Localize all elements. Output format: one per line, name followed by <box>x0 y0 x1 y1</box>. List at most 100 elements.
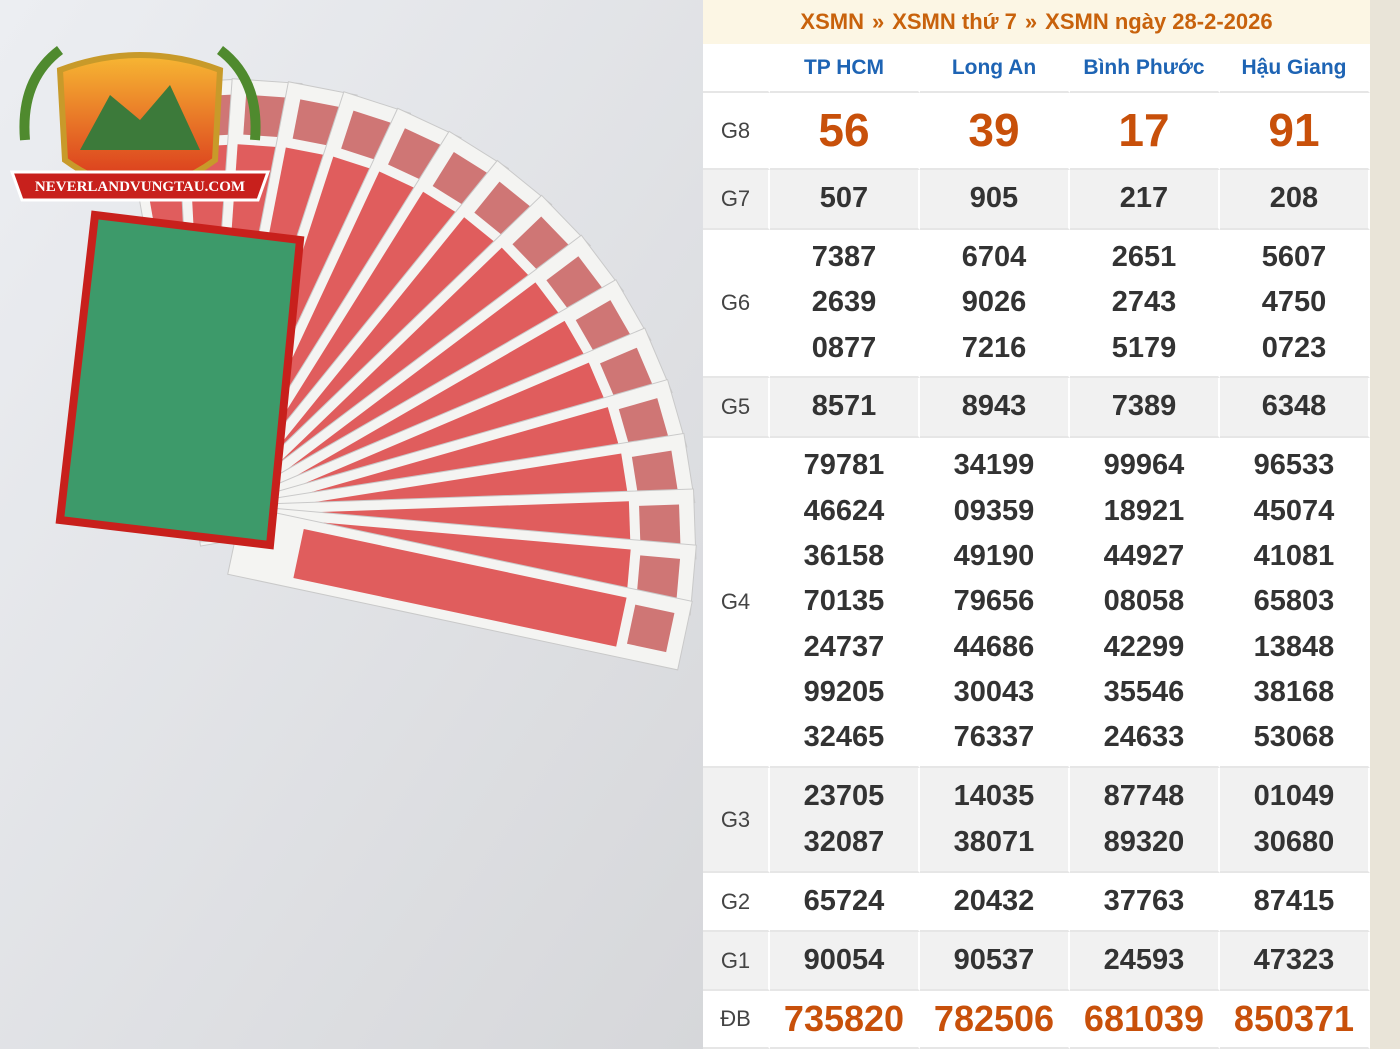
prize-label: ĐB <box>703 991 770 1049</box>
breadcrumb: XSMN » XSMN thứ 7 » XSMN ngày 28-2-2026 <box>703 0 1370 44</box>
result-cell: 34199 09359 49190 79656 44686 30043 76337 <box>920 438 1070 768</box>
result-number: 38168 <box>1253 675 1335 708</box>
prize-row: G2 65724 20432 37763 87415 <box>703 873 1370 932</box>
result-cell: 99964 18921 44927 08058 42299 35546 24633 <box>1070 438 1220 768</box>
result-number: 782506 <box>933 998 1055 1040</box>
province-header[interactable]: Bình Phước <box>1070 44 1220 93</box>
result-cell: 47323 <box>1220 932 1370 991</box>
ticket-qr <box>639 504 681 546</box>
result-number: 99205 <box>803 675 885 708</box>
prize-label: G2 <box>703 873 770 932</box>
result-cell: 01049 30680 <box>1220 768 1370 873</box>
result-number: 89320 <box>1103 825 1185 858</box>
logo-mountain <box>80 85 200 150</box>
result-number: 20432 <box>953 884 1035 917</box>
prize-label: G8 <box>703 93 770 170</box>
ticket-qr <box>636 555 681 599</box>
header-row: TP HCM Long An Bình Phước Hậu Giang <box>703 44 1370 93</box>
result-number: 217 <box>1119 182 1169 215</box>
result-number: 24593 <box>1103 943 1185 976</box>
result-number: 53068 <box>1253 721 1335 754</box>
province-header[interactable]: Long An <box>920 44 1070 93</box>
result-number: 32465 <box>803 721 885 754</box>
result-cell: 87415 <box>1220 873 1370 932</box>
result-number: 65724 <box>803 884 885 917</box>
result-number: 35546 <box>1103 675 1185 708</box>
ticket-digits <box>293 529 627 647</box>
result-number: 38071 <box>953 825 1035 858</box>
result-cell: 56 <box>770 93 920 170</box>
result-number: 36158 <box>803 540 885 573</box>
result-cell: 8571 <box>770 378 920 438</box>
result-number: 2639 <box>811 286 877 319</box>
result-cell: 850371 <box>1220 991 1370 1049</box>
province-header[interactable]: TP HCM <box>770 44 920 93</box>
result-number: 2651 <box>1111 241 1177 274</box>
prize-row: G1 90054 90537 24593 47323 <box>703 932 1370 991</box>
result-cell: 90537 <box>920 932 1070 991</box>
breadcrumb-link[interactable]: XSMN <box>800 9 864 34</box>
result-number: 39 <box>968 103 1020 156</box>
ticket-photo: NEVERLANDVUNGTAU.COM <box>0 0 703 1049</box>
result-number: 23705 <box>803 780 885 813</box>
logo-ribbon <box>9 170 271 202</box>
result-cell: 65724 <box>770 873 920 932</box>
result-cell: 20432 <box>920 873 1070 932</box>
logo-laurel <box>19 46 64 141</box>
result-number: 44686 <box>953 630 1035 663</box>
result-cell: 91 <box>1220 93 1370 170</box>
result-number: 7389 <box>1111 390 1177 423</box>
result-number: 32087 <box>803 825 885 858</box>
result-number: 18921 <box>1103 494 1185 527</box>
prize-row: G5 8571 8943 7389 6348 <box>703 378 1370 438</box>
ticket-qr <box>618 398 669 448</box>
result-number: 735820 <box>783 998 905 1040</box>
result-number: 681039 <box>1083 998 1205 1040</box>
result-number: 87415 <box>1253 884 1335 917</box>
result-cell: 23705 32087 <box>770 768 920 873</box>
result-number: 41081 <box>1253 540 1335 573</box>
ticket <box>227 505 693 671</box>
result-cell: 90054 <box>770 932 920 991</box>
result-number: 5607 <box>1261 241 1327 274</box>
prize-row: G6 7387 2639 0877 6704 9026 7216 2651 2743 5179 56… <box>703 230 1370 378</box>
ticket-qr <box>292 99 340 147</box>
result-number: 0723 <box>1261 331 1327 364</box>
prize-label: G5 <box>703 378 770 438</box>
result-cell: 39 <box>920 93 1070 170</box>
result-number: 13848 <box>1253 630 1335 663</box>
province-header[interactable]: Hậu Giang <box>1220 44 1370 93</box>
breadcrumb-link[interactable]: XSMN ngày 28-2-2026 <box>1045 9 1273 34</box>
result-cell: 6348 <box>1220 378 1370 438</box>
result-cell: 681039 <box>1070 991 1220 1049</box>
result-number: 24737 <box>803 630 885 663</box>
result-cell: 96533 45074 41081 65803 13848 38168 53068 <box>1220 438 1370 768</box>
result-number: 24633 <box>1103 721 1185 754</box>
result-number: 208 <box>1269 182 1319 215</box>
result-cell: 37763 <box>1070 873 1220 932</box>
result-number: 56 <box>818 103 870 156</box>
prize-row: ĐB 735820 782506 681039 850371 <box>703 991 1370 1049</box>
result-number: 0877 <box>811 331 877 364</box>
prize-label: G6 <box>703 230 770 378</box>
breadcrumb-link[interactable]: XSMN thứ 7 <box>892 9 1017 34</box>
result-number: 30680 <box>1253 825 1335 858</box>
result-number: 4750 <box>1261 286 1327 319</box>
logo: NEVERLANDVUNGTAU.COM <box>9 46 271 202</box>
result-cell: 17 <box>1070 93 1220 170</box>
result-number: 6704 <box>961 241 1027 274</box>
corner-cell <box>703 44 770 93</box>
prize-label: G7 <box>703 170 770 230</box>
logo-text: NEVERLANDVUNGTAU.COM <box>35 179 245 195</box>
result-number: 96533 <box>1253 449 1335 482</box>
result-number: 90537 <box>953 943 1035 976</box>
result-number: 8943 <box>961 390 1027 423</box>
result-number: 08058 <box>1103 585 1185 618</box>
ticket-fan <box>55 78 697 671</box>
result-number: 44927 <box>1103 540 1185 573</box>
prize-row: G3 23705 32087 14035 38071 87748 89320 01049 306… <box>703 768 1370 873</box>
result-cell: 208 <box>1220 170 1370 230</box>
result-cell: 87748 89320 <box>1070 768 1220 873</box>
logo-laurel <box>216 46 261 141</box>
